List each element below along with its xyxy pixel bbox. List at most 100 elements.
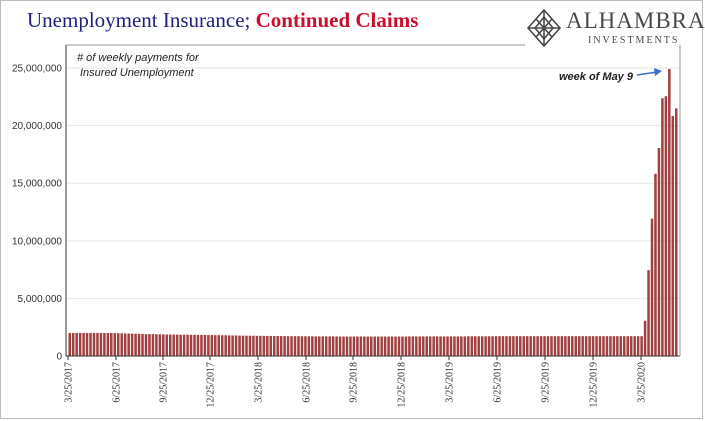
bar xyxy=(141,334,144,356)
bar xyxy=(668,69,671,356)
x-tick-label: 6/25/2019 xyxy=(493,362,504,403)
bar xyxy=(68,332,71,356)
bar xyxy=(643,320,647,356)
bar xyxy=(214,335,217,356)
bar xyxy=(134,333,137,356)
title-part-1: Unemployment Insurance; xyxy=(27,8,256,32)
bar xyxy=(307,336,311,356)
y-tick-label: 10,000,000 xyxy=(12,236,62,247)
x-tick-label: 6/25/2017 xyxy=(112,362,123,403)
bar xyxy=(595,336,598,356)
bar xyxy=(439,336,442,356)
bar xyxy=(654,173,657,356)
bar xyxy=(224,335,227,356)
x-tick-label: 12/25/2017 xyxy=(206,362,217,408)
bar xyxy=(571,336,574,356)
bar xyxy=(370,336,373,356)
bar xyxy=(338,336,342,356)
bar xyxy=(633,336,636,356)
bar xyxy=(137,333,141,356)
bar xyxy=(113,333,117,356)
bar xyxy=(557,336,560,356)
bar xyxy=(331,336,335,356)
bar xyxy=(248,335,252,356)
x-tick-label: 6/25/2018 xyxy=(302,362,313,403)
bar xyxy=(487,336,491,356)
bar xyxy=(300,336,304,356)
bar xyxy=(463,336,467,356)
bar xyxy=(356,336,359,356)
bar xyxy=(501,336,505,356)
bar xyxy=(120,333,123,356)
bar xyxy=(99,332,103,356)
bar xyxy=(401,336,404,356)
bar xyxy=(186,334,189,356)
x-tick-label: 12/25/2019 xyxy=(589,362,600,408)
bar xyxy=(148,334,151,356)
bar xyxy=(238,335,241,356)
bar xyxy=(321,336,324,356)
bar xyxy=(117,333,120,356)
bar xyxy=(525,336,529,356)
bar xyxy=(259,335,262,356)
y-tick-labels: 0 5,000,000 10,000,000 15,000,000 20,000,000… xyxy=(12,64,63,363)
bar xyxy=(619,336,623,356)
x-tick-label: 9/25/2017 xyxy=(159,362,170,403)
x-tick-label: 9/25/2019 xyxy=(541,362,552,403)
title-part-2: Continued Claims xyxy=(255,8,419,32)
bar xyxy=(415,336,418,356)
y-tick-label: 25,000,000 xyxy=(12,64,62,75)
bar xyxy=(498,336,501,356)
bar xyxy=(328,336,331,356)
bar xyxy=(629,336,633,356)
bar xyxy=(151,334,155,356)
bar xyxy=(380,336,383,356)
bar xyxy=(435,336,439,356)
bar xyxy=(234,335,238,356)
bar xyxy=(543,336,546,356)
bar xyxy=(269,335,273,356)
bar xyxy=(335,336,338,356)
chart-title: Unemployment Insurance; Continued Claims xyxy=(27,8,418,33)
bar xyxy=(640,336,643,356)
bar xyxy=(508,336,512,356)
diamond-emblem-icon xyxy=(526,8,562,48)
bar xyxy=(179,334,182,356)
callout-label: week of May 9 xyxy=(559,71,634,83)
bar xyxy=(591,336,595,356)
logo-subtitle: INVESTMENTS xyxy=(588,35,680,46)
bar xyxy=(567,336,571,356)
bar xyxy=(422,336,425,356)
bar xyxy=(71,332,75,356)
bar xyxy=(671,115,675,356)
bar xyxy=(453,336,456,356)
bar xyxy=(169,334,172,356)
bar xyxy=(494,336,498,356)
bar xyxy=(231,335,234,356)
bar xyxy=(408,336,411,356)
bar xyxy=(103,332,106,356)
bar xyxy=(584,336,588,356)
bar xyxy=(203,334,207,356)
bar xyxy=(293,336,297,356)
bar xyxy=(283,336,286,356)
bar xyxy=(162,334,165,356)
x-tick-label: 3/25/2018 xyxy=(254,362,265,403)
bar xyxy=(324,336,328,356)
y-tick-label: 20,000,000 xyxy=(12,121,62,132)
x-tick-labels: 3/25/2017 6/25/2017 9/25/2017 12/25/2017 3/2… xyxy=(64,356,648,408)
bar xyxy=(539,336,543,356)
bar xyxy=(189,334,193,356)
bar xyxy=(623,336,626,356)
bar xyxy=(207,335,210,356)
bar xyxy=(467,336,470,356)
y-tick-label: 5,000,000 xyxy=(18,294,63,305)
bar xyxy=(318,336,321,356)
bar xyxy=(144,334,148,356)
axes xyxy=(65,44,681,357)
bar xyxy=(352,336,356,356)
bar xyxy=(470,336,474,356)
bar xyxy=(297,336,300,356)
bar xyxy=(342,336,345,356)
